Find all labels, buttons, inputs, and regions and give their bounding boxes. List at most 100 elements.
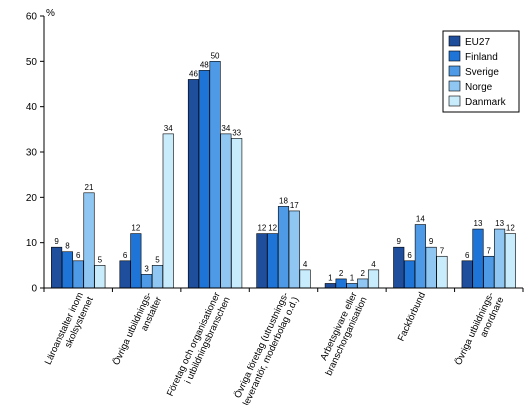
bar [94, 265, 106, 289]
legend-label: Norge [465, 82, 493, 93]
y-tick-label: 60 [26, 12, 38, 23]
bar [231, 138, 243, 289]
bar [472, 228, 484, 289]
bar [393, 246, 405, 289]
data-label: 1 [350, 273, 355, 282]
legend-label: Finland [465, 52, 498, 63]
data-label: 34 [221, 124, 230, 133]
bar [367, 269, 380, 289]
legend-swatch [448, 80, 461, 92]
data-label: 17 [290, 201, 299, 210]
data-label: 12 [268, 224, 277, 233]
y-tick-label: 30 [26, 148, 38, 159]
bar [277, 206, 290, 289]
y-axis-unit-label: % [46, 8, 55, 19]
bar [461, 260, 473, 289]
bar [130, 233, 142, 289]
data-label: 5 [155, 255, 160, 264]
bar [61, 251, 73, 289]
data-label: 13 [495, 219, 504, 228]
y-tick-label: 0 [31, 284, 37, 295]
data-label: 12 [257, 224, 266, 233]
data-label: 9 [54, 237, 59, 246]
x-category-label: Läroanstalter inomskolsystemet [43, 290, 96, 371]
data-label: 18 [279, 196, 288, 205]
data-label: 2 [339, 269, 344, 278]
data-label: 4 [371, 260, 376, 269]
bar [162, 133, 174, 289]
data-label: 12 [131, 224, 140, 233]
bar [483, 255, 495, 289]
bar [414, 224, 426, 289]
bar [324, 283, 336, 289]
bar [288, 210, 300, 289]
data-label: 6 [76, 251, 81, 260]
data-label: 1 [328, 273, 333, 282]
data-label: 7 [487, 246, 492, 255]
bar [198, 70, 210, 289]
bar [51, 246, 63, 289]
x-category-label: Övriga utbildnings-anordnare [453, 291, 506, 372]
x-category-label: Fackförbund [396, 291, 428, 344]
data-label: 8 [65, 242, 70, 251]
y-tick-label: 20 [26, 193, 38, 204]
x-category-label: Arbetsgivare ellerbranschorganisation [314, 291, 370, 378]
data-label: 3 [144, 264, 149, 273]
data-label: 6 [123, 251, 128, 260]
category-labels: Läroanstalter inomskolsystemet Övriga utb… [43, 290, 507, 405]
legend-swatch [448, 65, 461, 77]
legend-label: Sverige [465, 67, 499, 78]
y-tick-label: 10 [26, 238, 38, 249]
data-label: 48 [200, 60, 209, 69]
bar [220, 133, 232, 289]
y-axis: 0 10 20 30 40 50 60 [26, 12, 44, 295]
legend-swatch [448, 95, 461, 107]
bar [436, 255, 448, 289]
data-label: 6 [407, 251, 412, 260]
bar [256, 233, 268, 289]
bar [83, 192, 95, 289]
data-label: 5 [98, 255, 103, 264]
bar [504, 233, 516, 289]
bar [335, 278, 347, 289]
bar [299, 269, 311, 289]
x-category-label: Övriga utbildnings-anstalter [111, 291, 164, 372]
x-category-label-line: Fackförbund [396, 291, 428, 344]
data-label: 9 [429, 237, 434, 246]
data-label: 2 [361, 269, 366, 278]
axes [43, 16, 524, 292]
data-label: 14 [416, 215, 425, 224]
data-label: 50 [211, 51, 220, 60]
bar [151, 265, 163, 289]
legend-swatch [448, 35, 461, 47]
data-label: 33 [232, 128, 241, 137]
data-label: 13 [474, 219, 483, 228]
bar [404, 260, 416, 289]
bar [357, 278, 369, 289]
bar [72, 260, 84, 289]
data-label: 12 [506, 224, 515, 233]
legend-swatch [448, 50, 461, 62]
data-label: 6 [465, 251, 470, 260]
legend-label: Danmark [465, 97, 507, 108]
y-tick-label: 40 [26, 102, 38, 113]
x-category-label: Företag och organisationeri utbildningsb… [165, 291, 233, 403]
bar [141, 274, 153, 289]
data-label: 7 [440, 246, 445, 255]
bar [119, 260, 131, 289]
bar [267, 233, 279, 289]
bar [187, 79, 200, 289]
x-category-label: Övriga företag (utrustnings-leverantör, … [231, 291, 301, 405]
bar [209, 61, 221, 289]
legend-label: EU27 [465, 37, 490, 48]
data-label: 4 [303, 260, 308, 269]
bar [346, 283, 358, 289]
y-tick-label: 50 [26, 57, 38, 68]
bar [425, 246, 437, 289]
data-label: 34 [164, 124, 173, 133]
bar [494, 228, 506, 289]
legend: EU27 Finland Sverige Norge Danmark [442, 30, 520, 113]
data-label: 9 [397, 237, 402, 246]
